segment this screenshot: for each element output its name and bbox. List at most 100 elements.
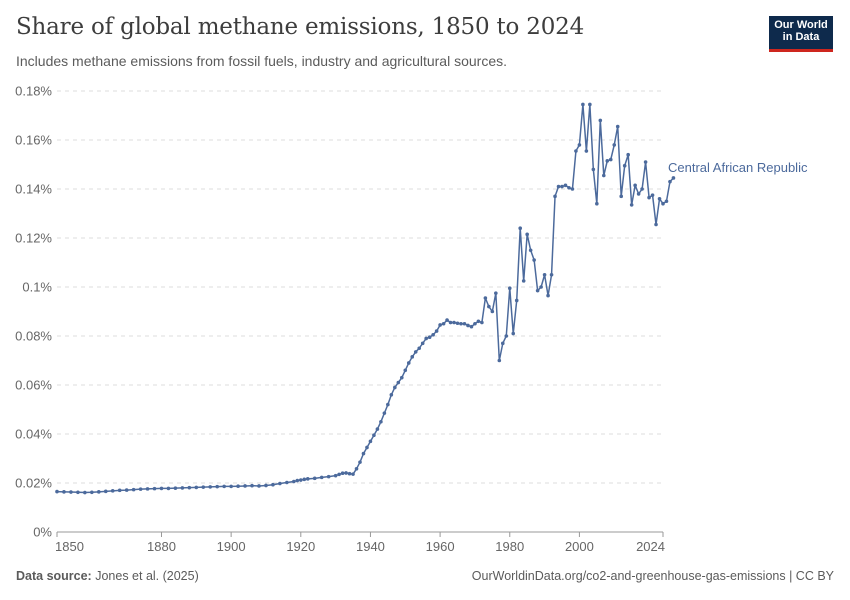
y-tick-label: 0.12% <box>15 231 52 246</box>
data-point <box>292 479 296 484</box>
data-point <box>250 483 254 488</box>
data-point <box>337 472 341 477</box>
axis-layer: 0% 0.02% 0.04% 0.06% 0.08% 0.1% 0.12% 0.14% 0.16… <box>15 84 665 555</box>
data-point <box>393 385 397 390</box>
data-point <box>368 439 373 444</box>
data-point <box>208 485 213 489</box>
logo-accent-bar <box>769 49 833 52</box>
x-tick-label: 2024 <box>636 539 665 554</box>
data-point <box>490 309 495 314</box>
data-point <box>661 201 665 206</box>
data-point <box>567 185 571 190</box>
data-point <box>608 157 613 162</box>
data-point <box>124 488 129 492</box>
data-point <box>438 323 442 327</box>
data-point <box>117 488 122 493</box>
y-tick-label: 0% <box>33 525 52 540</box>
y-tick-label: 0.14% <box>15 182 52 197</box>
data-point <box>236 484 240 488</box>
data-point <box>410 355 415 359</box>
data-point <box>601 173 606 178</box>
y-tick-label: 0.16% <box>15 133 52 148</box>
data-point <box>459 321 463 326</box>
data-point <box>445 318 449 322</box>
data-point <box>504 334 509 338</box>
data-point <box>647 195 651 200</box>
x-tick-label: 1980 <box>495 539 524 554</box>
chart-subtitle: Includes methane emissions from fossil f… <box>16 53 507 69</box>
data-point <box>389 393 394 397</box>
data-point <box>351 472 355 476</box>
data-point <box>560 184 564 189</box>
data-point <box>466 323 470 328</box>
data-point <box>612 143 617 147</box>
data-point <box>90 490 94 495</box>
data-point <box>546 293 550 298</box>
data-point <box>668 179 672 184</box>
data-point <box>386 402 390 407</box>
data-point <box>636 192 641 196</box>
data-point <box>62 490 66 494</box>
data-point <box>396 380 401 385</box>
data-point <box>570 187 575 191</box>
data-point <box>215 484 220 489</box>
data-point <box>229 484 233 489</box>
data-point <box>452 320 456 325</box>
data-point <box>535 288 540 293</box>
data-point <box>69 490 73 494</box>
x-tick-label: 1940 <box>356 539 385 554</box>
data-point <box>55 489 59 494</box>
data-point <box>379 419 383 424</box>
footer-attribution[interactable]: OurWorldinData.org/co2-and-greenhouse-ga… <box>471 569 834 583</box>
series-label[interactable]: Central African Republic <box>668 160 808 175</box>
data-point <box>312 476 317 481</box>
data-point <box>448 320 453 325</box>
x-tick-label: 1850 <box>55 539 84 554</box>
data-point <box>462 321 467 326</box>
data-point <box>511 331 516 336</box>
grid-layer <box>57 90 663 484</box>
data-point <box>333 473 338 478</box>
data-source: Data source: Jones et al. (2025) <box>16 569 199 583</box>
data-point <box>577 143 582 147</box>
y-tick-label: 0.18% <box>15 84 52 99</box>
series-layer: Central African Republic <box>55 102 808 495</box>
data-point <box>455 321 460 326</box>
data-point <box>605 159 610 163</box>
data-point <box>406 361 411 365</box>
data-point <box>173 486 178 490</box>
data-source-label: Data source: <box>16 569 92 583</box>
data-point <box>413 350 418 354</box>
data-point <box>588 102 592 107</box>
data-point <box>145 487 150 491</box>
data-point <box>657 197 662 201</box>
data-point <box>521 279 526 283</box>
data-point <box>365 445 369 450</box>
data-point <box>76 490 80 495</box>
owid-logo[interactable]: Our World in Data <box>769 16 833 52</box>
data-point <box>629 203 634 207</box>
x-tick-label: 1920 <box>286 539 315 554</box>
data-point <box>581 102 585 107</box>
data-point <box>358 460 362 464</box>
data-point <box>626 152 630 157</box>
data-point <box>361 451 366 456</box>
data-source-text[interactable]: Jones et al. (2025) <box>95 569 199 583</box>
data-point <box>375 427 380 431</box>
data-point <box>549 272 554 277</box>
data-point <box>640 187 644 191</box>
y-tick-label: 0.02% <box>15 476 52 491</box>
data-point <box>298 478 303 482</box>
data-point <box>264 483 268 488</box>
data-point <box>420 341 425 346</box>
data-point <box>201 485 206 489</box>
data-point <box>340 471 345 476</box>
data-point <box>654 222 658 227</box>
data-point <box>110 489 115 493</box>
data-point <box>131 487 136 492</box>
x-tick-label: 1900 <box>217 539 246 554</box>
data-point <box>166 486 171 491</box>
data-point <box>344 471 348 475</box>
data-point <box>96 490 101 494</box>
data-point <box>494 291 498 295</box>
